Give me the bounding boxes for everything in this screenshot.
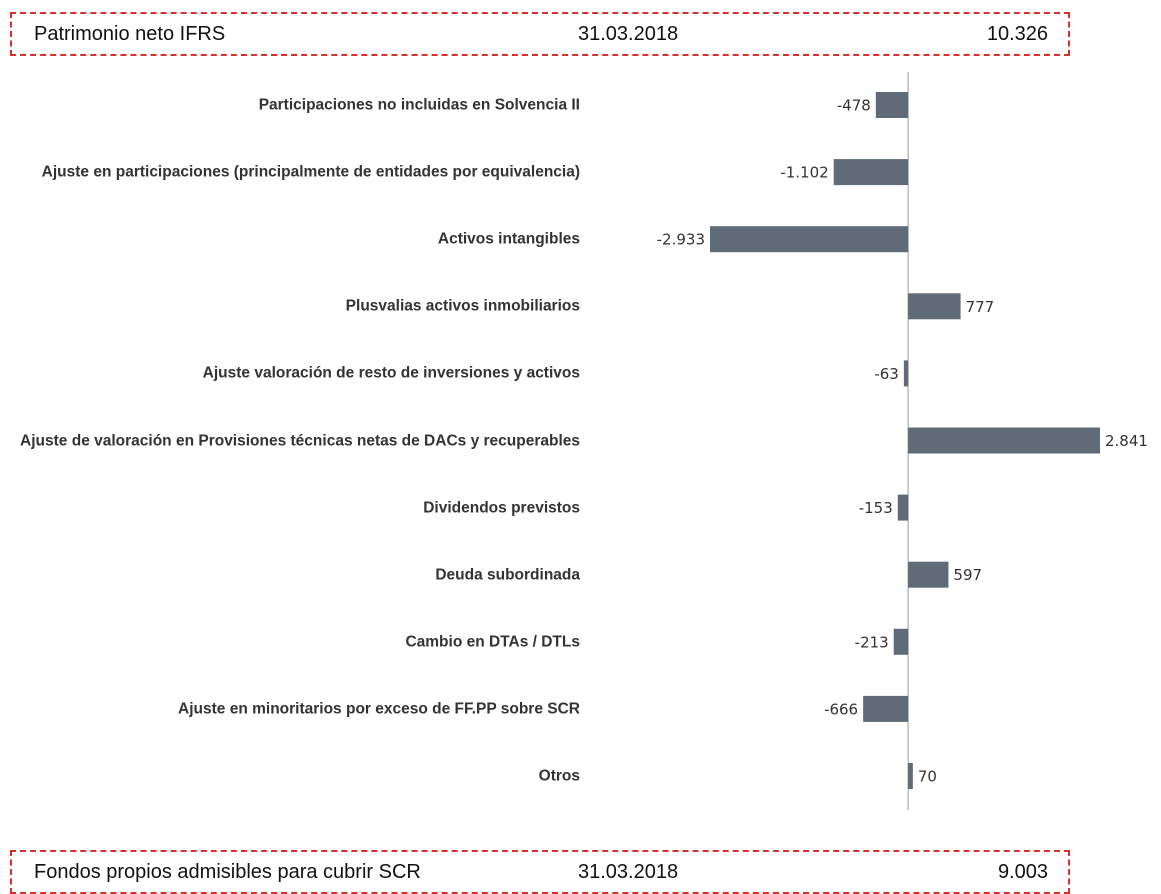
footer-date: 31.03.2018 bbox=[578, 861, 679, 883]
footer-label: Fondos propios admisibles para cubrir SC… bbox=[34, 861, 421, 883]
value-label: 597 bbox=[953, 566, 982, 584]
category-label: Ajuste en participaciones (principalment… bbox=[41, 163, 580, 181]
header-value: 10.326 bbox=[986, 23, 1048, 45]
value-label: -63 bbox=[874, 365, 899, 383]
bar bbox=[710, 226, 909, 253]
category-label: Ajuste en minoritarios por exceso de FF.… bbox=[178, 700, 580, 718]
bar bbox=[897, 494, 909, 521]
value-label: -666 bbox=[824, 700, 858, 718]
bar bbox=[875, 92, 909, 118]
bar bbox=[903, 360, 909, 387]
category-label: Dividendos previstos bbox=[423, 499, 580, 517]
category-label: Participaciones no incluidas en Solvenci… bbox=[258, 96, 580, 114]
category-label: Cambio en DTAs / DTLs bbox=[405, 633, 580, 651]
value-label: 2.841 bbox=[1105, 432, 1148, 450]
header-box: Patrimonio neto IFRS 31.03.2018 10.326 bbox=[10, 12, 1070, 56]
footer-value: 9.003 bbox=[997, 861, 1048, 883]
bar bbox=[863, 695, 909, 722]
bar bbox=[833, 159, 909, 186]
category-label: Plusvalias activos inmobiliarios bbox=[345, 297, 580, 315]
value-label: -478 bbox=[837, 97, 871, 115]
value-label: -1.102 bbox=[780, 164, 828, 182]
value-label: -153 bbox=[859, 499, 893, 517]
header-label: Patrimonio neto IFRS bbox=[34, 23, 226, 45]
value-label: -2.933 bbox=[657, 231, 705, 249]
bar bbox=[908, 293, 961, 320]
bar bbox=[908, 763, 913, 789]
bar bbox=[893, 628, 909, 655]
category-label: Deuda subordinada bbox=[435, 566, 580, 584]
value-label: 70 bbox=[918, 768, 937, 786]
category-label: Activos intangibles bbox=[437, 230, 580, 248]
value-label: -213 bbox=[855, 633, 889, 651]
category-label: Otros bbox=[538, 767, 580, 785]
bar bbox=[908, 427, 1100, 454]
category-label: Ajuste de valoración en Provisiones técn… bbox=[20, 432, 580, 449]
footer-box: Fondos propios admisibles para cubrir SC… bbox=[10, 850, 1070, 894]
bar bbox=[908, 561, 949, 588]
category-label: Ajuste valoración de resto de inversione… bbox=[202, 364, 580, 382]
header-date: 31.03.2018 bbox=[578, 23, 679, 45]
value-label: 777 bbox=[966, 298, 995, 316]
